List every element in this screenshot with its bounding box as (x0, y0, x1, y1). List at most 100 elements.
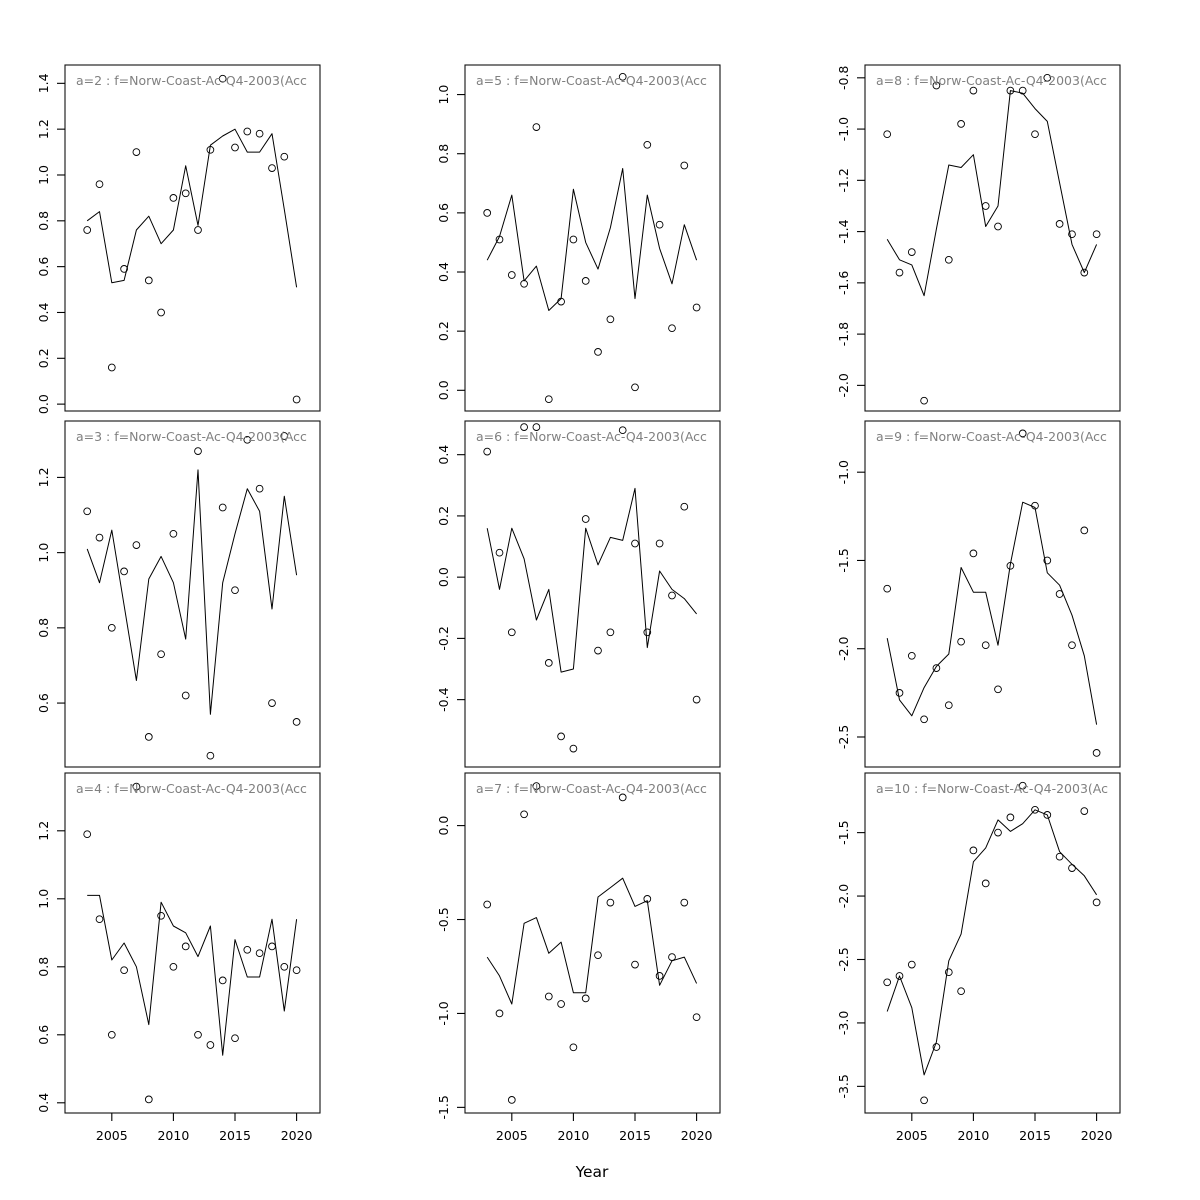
data-point (895, 972, 904, 980)
y-tick-label: -1.5 (836, 548, 851, 572)
panel-box (864, 64, 1121, 412)
y-tick-label: 0.4 (436, 445, 451, 465)
y-tick-label: 1.0 (436, 85, 451, 105)
x-tick-label: 2005 (896, 1128, 928, 1143)
data-point (107, 363, 116, 372)
y-tick-label: -0.4 (436, 687, 451, 711)
data-point (194, 1030, 202, 1039)
panel-box (64, 772, 321, 1114)
y-tick-label: -1.2 (836, 168, 851, 192)
panel-a4: 0.4 0.6 0.8 1.0 1.2 2005 2010 2015 2020 a=4 : f=N… (36, 772, 321, 1143)
data-point (692, 1013, 701, 1022)
data-point (194, 226, 202, 234)
data-point (1043, 556, 1052, 565)
x-axis-title: Year (575, 1163, 609, 1181)
panel-a9: -2.5 -2.0 -1.5 -1.0 a=9 : f=Norw-Coast-Ac-Q4… (836, 420, 1121, 768)
x-tick-label: 2015 (619, 1128, 651, 1143)
y-tick-label: -0.5 (436, 907, 451, 931)
data-point (655, 972, 664, 980)
data-point (895, 268, 904, 277)
data-point (618, 793, 627, 802)
data-point (680, 161, 689, 170)
data-point (544, 659, 553, 667)
data-point (1006, 86, 1015, 95)
y-tick-label: 1.2 (36, 821, 51, 841)
data-point (83, 830, 92, 839)
panel-title: a=2 : f=Norw-Coast-Ac-Q4-2003(Acc (76, 73, 307, 88)
data-point (1018, 86, 1027, 95)
data-point (169, 529, 178, 538)
data-point (520, 810, 528, 819)
panel-title: a=7 : f=Norw-Coast-Ac-Q4-2003(Acc (476, 781, 707, 796)
data-point (255, 129, 264, 138)
data-point (1043, 811, 1052, 819)
y-tick-label: 0.6 (436, 203, 451, 223)
x-tick-label: 2015 (1019, 1128, 1051, 1143)
data-point (144, 1095, 153, 1104)
data-point (668, 953, 676, 961)
data-point (569, 235, 578, 244)
data-point (83, 226, 92, 234)
data-point (581, 277, 590, 285)
x-tick-label: 2020 (1081, 1128, 1113, 1143)
y-tick-label: -3.0 (836, 1011, 851, 1035)
y-tick-label: 0.8 (36, 618, 51, 638)
y-tick-label: -2.5 (836, 725, 851, 749)
y-tick-label: 0.2 (436, 506, 451, 526)
y-tick-label: 1.2 (36, 119, 51, 139)
data-point (532, 123, 541, 131)
data-point (520, 423, 528, 431)
panel-box (864, 772, 1121, 1114)
data-point (1018, 429, 1027, 438)
data-point (907, 960, 916, 969)
y-tick-label: 0.4 (36, 1093, 51, 1113)
data-point (655, 539, 664, 548)
fit-line (86, 128, 298, 288)
data-point (981, 879, 990, 888)
data-point (581, 515, 590, 523)
data-point (692, 695, 701, 704)
data-point (532, 782, 541, 790)
data-point (920, 715, 928, 724)
panel-a7: -1.5 -1.0 -0.5 0.0 2005 2010 2015 2020 a=7 : f=N… (436, 772, 721, 1143)
x-tick-label: 2005 (496, 1128, 528, 1143)
data-point (969, 846, 978, 855)
panel-title: a=8 : f=Norw-Coast-Ac-Q4-2003(Acc (876, 73, 1107, 88)
fit-line (486, 168, 698, 311)
data-point (569, 744, 578, 753)
fit-line (486, 487, 697, 673)
data-point (157, 650, 165, 659)
data-point (1068, 641, 1076, 650)
data-point (194, 447, 202, 455)
data-point (981, 641, 990, 650)
data-point (680, 502, 689, 511)
data-point (107, 1030, 116, 1039)
y-tick-label: -1.0 (436, 1001, 451, 1025)
data-point (557, 1000, 565, 1008)
data-point (618, 72, 627, 81)
data-point (1031, 805, 1039, 814)
y-tick-label: 1.2 (36, 467, 51, 487)
data-point (507, 1096, 516, 1104)
y-tick-label: 1.4 (36, 73, 51, 93)
panel-box (864, 420, 1121, 768)
data-point (643, 628, 652, 637)
panel-box (64, 420, 321, 768)
data-point (581, 994, 590, 1003)
data-point (532, 423, 541, 431)
y-tick-label: -0.2 (436, 626, 451, 650)
x-tick-label: 2005 (96, 1128, 128, 1143)
data-point (255, 484, 264, 493)
data-point (95, 180, 104, 189)
y-tick-label: -1.6 (836, 271, 851, 295)
data-point (668, 591, 676, 600)
data-point (483, 900, 492, 909)
data-point (1068, 230, 1076, 239)
data-point (507, 271, 516, 279)
data-point (280, 432, 289, 440)
y-tick-label: -1.8 (836, 322, 851, 346)
panel-a6: -0.4 -0.2 0.0 0.2 0.4 a=6 : f=Norw-Coast-Ac-Q… (436, 420, 721, 768)
y-tick-label: 0.6 (36, 257, 51, 277)
data-point (280, 962, 289, 971)
y-tick-label: 0.4 (436, 262, 451, 282)
